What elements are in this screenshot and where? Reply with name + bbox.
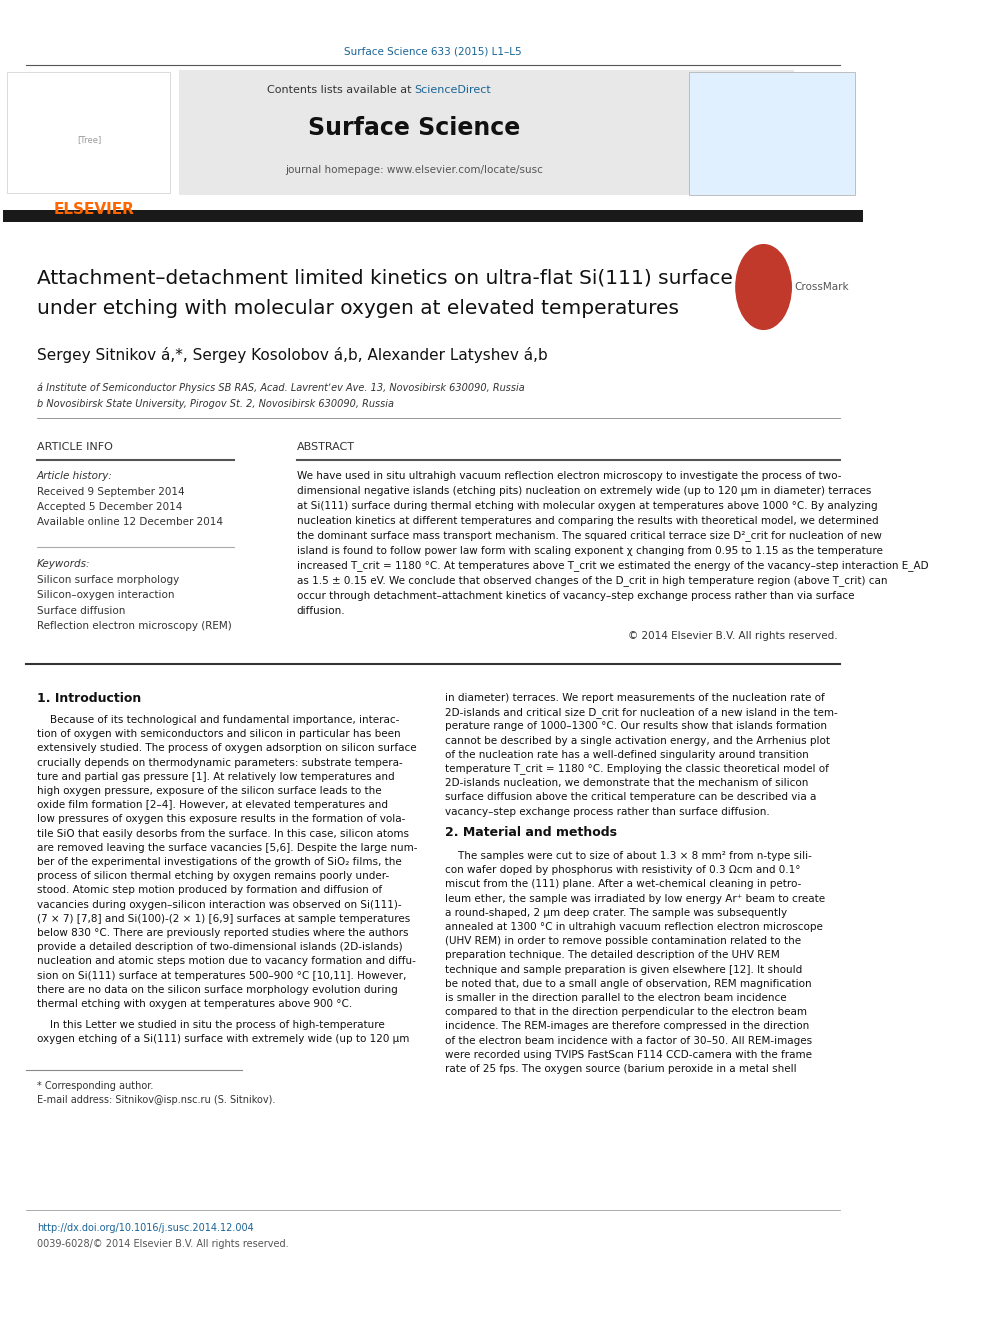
Text: © 2014 Elsevier B.V. All rights reserved.: © 2014 Elsevier B.V. All rights reserved…: [628, 631, 838, 642]
Text: provide a detailed description of two-dimensional islands (2D-islands): provide a detailed description of two-di…: [37, 942, 403, 953]
Text: E-mail address: Sitnikov@isp.nsc.ru (S. Sitnikov).: E-mail address: Sitnikov@isp.nsc.ru (S. …: [37, 1095, 275, 1105]
Text: diffusion.: diffusion.: [297, 606, 345, 617]
Text: low pressures of oxygen this exposure results in the formation of vola-: low pressures of oxygen this exposure re…: [37, 815, 405, 824]
Bar: [689, 71, 855, 194]
Text: miscut from the (111) plane. After a wet-chemical cleaning in petro-: miscut from the (111) plane. After a wet…: [445, 880, 802, 889]
Bar: [7, 71, 171, 193]
Text: dimensional negative islands (etching pits) nucleation on extremely wide (up to : dimensional negative islands (etching pi…: [297, 486, 871, 496]
Text: (UHV REM) in order to remove possible contamination related to the: (UHV REM) in order to remove possible co…: [445, 937, 802, 946]
Text: CrossMark: CrossMark: [795, 282, 849, 292]
Text: vacancies during oxygen–silicon interaction was observed on Si(111)-: vacancies during oxygen–silicon interact…: [37, 900, 402, 910]
Text: Silicon–oxygen interaction: Silicon–oxygen interaction: [37, 590, 175, 601]
Text: The samples were cut to size of about 1.3 × 8 mm² from n-type sili-: The samples were cut to size of about 1.…: [445, 851, 811, 861]
Text: ELSEVIER: ELSEVIER: [54, 202, 135, 217]
FancyBboxPatch shape: [4, 70, 795, 194]
Text: oxide film formation [2–4]. However, at elevated temperatures and: oxide film formation [2–4]. However, at …: [37, 800, 388, 810]
Text: be noted that, due to a small angle of observation, REM magnification: be noted that, due to a small angle of o…: [445, 979, 811, 988]
Text: con wafer doped by phosphorus with resistivity of 0.3 Ωcm and 0.1°: con wafer doped by phosphorus with resis…: [445, 865, 801, 876]
Text: of the electron beam incidence with a factor of 30–50. All REM-images: of the electron beam incidence with a fa…: [445, 1036, 812, 1045]
Text: there are no data on the silicon surface morphology evolution during: there are no data on the silicon surface…: [37, 984, 398, 995]
Text: surface diffusion above the critical temperature can be described via a: surface diffusion above the critical tem…: [445, 792, 816, 803]
Text: thermal etching with oxygen at temperatures above 900 °C.: thermal etching with oxygen at temperatu…: [37, 999, 352, 1009]
Text: ber of the experimental investigations of the growth of SiO₂ films, the: ber of the experimental investigations o…: [37, 857, 402, 867]
Text: journal homepage: www.elsevier.com/locate/susc: journal homepage: www.elsevier.com/locat…: [286, 165, 544, 175]
Text: extensively studied. The process of oxygen adsorption on silicon surface: extensively studied. The process of oxyg…: [37, 744, 417, 753]
Text: tile SiO that easily desorbs from the surface. In this case, silicon atoms: tile SiO that easily desorbs from the su…: [37, 828, 409, 839]
Text: is smaller in the direction parallel to the electron beam incidence: is smaller in the direction parallel to …: [445, 994, 787, 1003]
Bar: [3, 210, 863, 222]
Text: compared to that in the direction perpendicular to the electron beam: compared to that in the direction perpen…: [445, 1007, 807, 1017]
Text: 0039-6028/© 2014 Elsevier B.V. All rights reserved.: 0039-6028/© 2014 Elsevier B.V. All right…: [37, 1240, 289, 1249]
Text: Contents lists available at: Contents lists available at: [267, 85, 415, 95]
Circle shape: [736, 245, 792, 329]
Text: 2D-islands and critical size D_crit for nucleation of a new island in the tem-: 2D-islands and critical size D_crit for …: [445, 706, 838, 717]
Text: of the nucleation rate has a well-defined singularity around transition: of the nucleation rate has a well-define…: [445, 750, 808, 759]
Text: * Corresponding author.: * Corresponding author.: [37, 1081, 153, 1091]
Text: 1. Introduction: 1. Introduction: [37, 692, 141, 705]
Text: below 830 °C. There are previously reported studies where the authors: below 830 °C. There are previously repor…: [37, 927, 408, 938]
Text: Because of its technological and fundamental importance, interac-: Because of its technological and fundame…: [37, 714, 399, 725]
Text: are removed leaving the surface vacancies [5,6]. Despite the large num-: are removed leaving the surface vacancie…: [37, 843, 418, 853]
Text: Surface diffusion: Surface diffusion: [37, 606, 125, 617]
Text: incidence. The REM-images are therefore compressed in the direction: incidence. The REM-images are therefore …: [445, 1021, 809, 1032]
Text: cannot be described by a single activation energy, and the Arrhenius plot: cannot be described by a single activati…: [445, 736, 830, 746]
Text: Sergey Sitnikov á,*, Sergey Kosolobov á,b, Alexander Latyshev á,b: Sergey Sitnikov á,*, Sergey Kosolobov á,…: [37, 347, 548, 363]
Text: Article history:: Article history:: [37, 471, 112, 482]
Text: leum ether, the sample was irradiated by low energy Ar⁺ beam to create: leum ether, the sample was irradiated by…: [445, 893, 825, 904]
Text: nucleation and atomic steps motion due to vacancy formation and diffu-: nucleation and atomic steps motion due t…: [37, 957, 416, 966]
Text: 2. Material and methods: 2. Material and methods: [445, 826, 617, 839]
Text: We have used in situ ultrahigh vacuum reflection electron microscopy to investig: We have used in situ ultrahigh vacuum re…: [297, 471, 841, 482]
Text: Surface Science 633 (2015) L1–L5: Surface Science 633 (2015) L1–L5: [344, 48, 522, 57]
Text: ture and partial gas pressure [1]. At relatively low temperatures and: ture and partial gas pressure [1]. At re…: [37, 771, 394, 782]
Text: ABSTRACT: ABSTRACT: [297, 442, 355, 452]
Text: [Tree]: [Tree]: [77, 135, 101, 144]
Text: b Novosibirsk State University, Pirogov St. 2, Novosibirsk 630090, Russia: b Novosibirsk State University, Pirogov …: [37, 400, 394, 409]
Text: process of silicon thermal etching by oxygen remains poorly under-: process of silicon thermal etching by ox…: [37, 872, 389, 881]
Text: high oxygen pressure, exposure of the silicon surface leads to the: high oxygen pressure, exposure of the si…: [37, 786, 381, 796]
Text: crucially depends on thermodynamic parameters: substrate tempera-: crucially depends on thermodynamic param…: [37, 758, 403, 767]
Text: Silicon surface morphology: Silicon surface morphology: [37, 576, 179, 585]
Text: stood. Atomic step motion produced by formation and diffusion of: stood. Atomic step motion produced by fo…: [37, 885, 382, 896]
Text: Reflection electron microscopy (REM): Reflection electron microscopy (REM): [37, 622, 231, 631]
Text: á Institute of Semiconductor Physics SB RAS, Acad. Lavrentʼev Ave. 13, Novosibir: á Institute of Semiconductor Physics SB …: [37, 382, 525, 393]
Text: vacancy–step exchange process rather than surface diffusion.: vacancy–step exchange process rather tha…: [445, 807, 770, 816]
Text: under etching with molecular oxygen at elevated temperatures: under etching with molecular oxygen at e…: [37, 299, 679, 318]
Text: were recorded using TVIPS FastScan F114 CCD-camera with the frame: were recorded using TVIPS FastScan F114 …: [445, 1049, 812, 1060]
Text: oxygen etching of a Si(111) surface with extremely wide (up to 120 μm: oxygen etching of a Si(111) surface with…: [37, 1035, 409, 1044]
Text: ScienceDirect: ScienceDirect: [415, 85, 491, 95]
Text: Keywords:: Keywords:: [37, 560, 90, 569]
Text: as 1.5 ± 0.15 eV. We conclude that observed changes of the D_crit in high temper: as 1.5 ± 0.15 eV. We conclude that obser…: [297, 576, 887, 586]
Text: island is found to follow power law form with scaling exponent χ changing from 0: island is found to follow power law form…: [297, 546, 883, 556]
Text: sion on Si(111) surface at temperatures 500–900 °C [10,11]. However,: sion on Si(111) surface at temperatures …: [37, 971, 406, 980]
Text: Available online 12 December 2014: Available online 12 December 2014: [37, 517, 222, 527]
Text: perature range of 1000–1300 °C. Our results show that islands formation: perature range of 1000–1300 °C. Our resu…: [445, 721, 827, 732]
Text: occur through detachment–attachment kinetics of vacancy–step exchange process ra: occur through detachment–attachment kine…: [297, 591, 854, 601]
Text: annealed at 1300 °C in ultrahigh vacuum reflection electron microscope: annealed at 1300 °C in ultrahigh vacuum …: [445, 922, 823, 931]
Text: Surface Science: Surface Science: [309, 116, 521, 140]
Text: rate of 25 fps. The oxygen source (barium peroxide in a metal shell: rate of 25 fps. The oxygen source (bariu…: [445, 1064, 797, 1074]
Text: 2D-islands nucleation, we demonstrate that the mechanism of silicon: 2D-islands nucleation, we demonstrate th…: [445, 778, 808, 789]
Text: increased T_crit = 1180 °C. At temperatures above T_crit we estimated the energy: increased T_crit = 1180 °C. At temperatu…: [297, 561, 929, 572]
Text: technique and sample preparation is given elsewhere [12]. It should: technique and sample preparation is give…: [445, 964, 803, 975]
Text: preparation technique. The detailed description of the UHV REM: preparation technique. The detailed desc…: [445, 950, 780, 960]
Text: the dominant surface mass transport mechanism. The squared critical terrace size: the dominant surface mass transport mech…: [297, 531, 882, 541]
Text: in diameter) terraces. We report measurements of the nucleation rate of: in diameter) terraces. We report measure…: [445, 693, 824, 703]
Text: Received 9 September 2014: Received 9 September 2014: [37, 487, 185, 497]
Text: at Si(111) surface during thermal etching with molecular oxygen at temperatures : at Si(111) surface during thermal etchin…: [297, 501, 877, 511]
Text: http://dx.doi.org/10.1016/j.susc.2014.12.004: http://dx.doi.org/10.1016/j.susc.2014.12…: [37, 1222, 253, 1233]
Text: ARTICLE INFO: ARTICLE INFO: [37, 442, 112, 452]
Text: nucleation kinetics at different temperatures and comparing the results with the: nucleation kinetics at different tempera…: [297, 516, 878, 527]
Text: In this Letter we studied in situ the process of high-temperature: In this Letter we studied in situ the pr…: [37, 1020, 385, 1031]
Text: Attachment–detachment limited kinetics on ultra-flat Si(111) surface: Attachment–detachment limited kinetics o…: [37, 269, 732, 287]
Text: Accepted 5 December 2014: Accepted 5 December 2014: [37, 501, 182, 512]
Text: a round-shaped, 2 μm deep crater. The sample was subsequently: a round-shaped, 2 μm deep crater. The sa…: [445, 908, 788, 918]
Text: temperature T_crit = 1180 °C. Employing the classic theoretical model of: temperature T_crit = 1180 °C. Employing …: [445, 763, 829, 774]
Text: (7 × 7) [7,8] and Si(100)-(2 × 1) [6,9] surfaces at sample temperatures: (7 × 7) [7,8] and Si(100)-(2 × 1) [6,9] …: [37, 914, 410, 923]
Text: tion of oxygen with semiconductors and silicon in particular has been: tion of oxygen with semiconductors and s…: [37, 729, 401, 740]
FancyBboxPatch shape: [4, 70, 179, 194]
